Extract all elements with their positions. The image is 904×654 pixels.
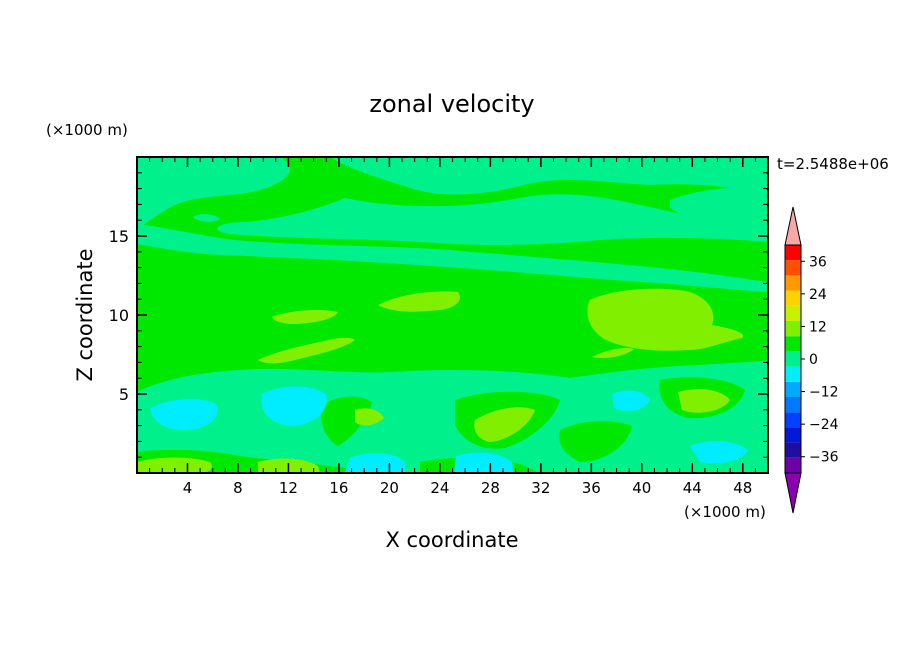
colorbar-segment bbox=[785, 321, 801, 337]
time-label: t=2.5488e+06 bbox=[777, 155, 889, 173]
x-tick-label: 44 bbox=[683, 479, 702, 497]
y-unit-label: (×1000 m) bbox=[46, 121, 128, 139]
colorbar-segment bbox=[785, 245, 801, 261]
contour-small-streak bbox=[592, 347, 634, 359]
x-tick-label: 12 bbox=[279, 479, 298, 497]
colorbar: −36 −24 −12 0 12 24 36 bbox=[784, 206, 839, 514]
colorbar-segment bbox=[785, 412, 801, 428]
colorbar-over-arrow bbox=[784, 206, 802, 246]
y-tick-label: 5 bbox=[119, 385, 129, 404]
contour-patch-large bbox=[587, 288, 744, 351]
contour-cyan-a bbox=[150, 399, 218, 431]
contour-cyan-f bbox=[454, 452, 514, 473]
contour-upper-band-left bbox=[137, 224, 768, 292]
contour-lower-yg-d bbox=[137, 457, 212, 473]
chart-title: zonal velocity bbox=[369, 90, 534, 118]
contour-cyan-d bbox=[690, 441, 748, 464]
colorbar-segment bbox=[785, 305, 801, 321]
x-tick-label: 24 bbox=[430, 479, 449, 497]
colorbar-under-arrow bbox=[784, 472, 802, 514]
colorbar-tick-label: −12 bbox=[809, 385, 839, 401]
x-unit-label: (×1000 m) bbox=[684, 503, 766, 521]
x-tick-label: 36 bbox=[582, 479, 601, 497]
contour-patch-b bbox=[272, 309, 338, 324]
y-axis-ticks: 5 10 15 bbox=[109, 172, 768, 458]
contour-cyan-c bbox=[612, 390, 650, 412]
colorbar-tick-label: 36 bbox=[809, 254, 827, 270]
colorbar-segment bbox=[785, 336, 801, 352]
x-tick-label: 8 bbox=[233, 479, 243, 497]
x-tick-label: 40 bbox=[632, 479, 651, 497]
colorbar-segment bbox=[785, 351, 801, 367]
contour-patch-a bbox=[378, 291, 460, 312]
colorbar-segment bbox=[785, 260, 801, 276]
x-axis-label: X coordinate bbox=[385, 528, 518, 552]
contour-streak bbox=[258, 337, 355, 364]
x-tick-label: 4 bbox=[183, 479, 193, 497]
x-tick-label: 48 bbox=[733, 479, 752, 497]
colorbar-segment bbox=[785, 366, 801, 382]
colorbar-tick-label: −36 bbox=[809, 450, 839, 466]
colorbar-segment bbox=[785, 381, 801, 397]
x-tick-label: 16 bbox=[329, 479, 348, 497]
colorbar-segment bbox=[785, 442, 801, 458]
colorbar-segment bbox=[785, 397, 801, 413]
colorbar-tick-label: 0 bbox=[809, 352, 818, 368]
x-tick-label: 28 bbox=[481, 479, 500, 497]
contour-cyan-b bbox=[261, 386, 327, 426]
contour-lower-yg-c bbox=[678, 389, 730, 413]
contour-upper-left bbox=[137, 157, 290, 228]
x-tick-label: 32 bbox=[531, 479, 550, 497]
y-tick-label: 15 bbox=[109, 227, 129, 246]
contour-lower-yg-b bbox=[355, 408, 384, 426]
colorbar-tick-label: 12 bbox=[809, 319, 827, 335]
y-tick-label: 10 bbox=[109, 306, 129, 325]
contour-small-island bbox=[193, 214, 220, 222]
colorbar-segment bbox=[785, 275, 801, 291]
colorbar-segment bbox=[785, 290, 801, 306]
x-tick-label: 20 bbox=[380, 479, 399, 497]
colorbar-tick-label: 24 bbox=[809, 287, 827, 303]
colorbar-tick-label: −24 bbox=[809, 417, 839, 433]
contour-upper-band-wide bbox=[217, 194, 768, 245]
colorbar-segment bbox=[785, 457, 801, 473]
contour-lower-green-d bbox=[559, 421, 632, 462]
contour-lower-yg-a bbox=[474, 407, 535, 442]
x-axis-ticks: 4 8 12 16 20 24 28 32 36 40 44 48 bbox=[149, 157, 756, 497]
contour-field bbox=[137, 157, 768, 473]
colorbar-segment bbox=[785, 427, 801, 443]
y-axis-label: Z coordinate bbox=[73, 248, 97, 381]
